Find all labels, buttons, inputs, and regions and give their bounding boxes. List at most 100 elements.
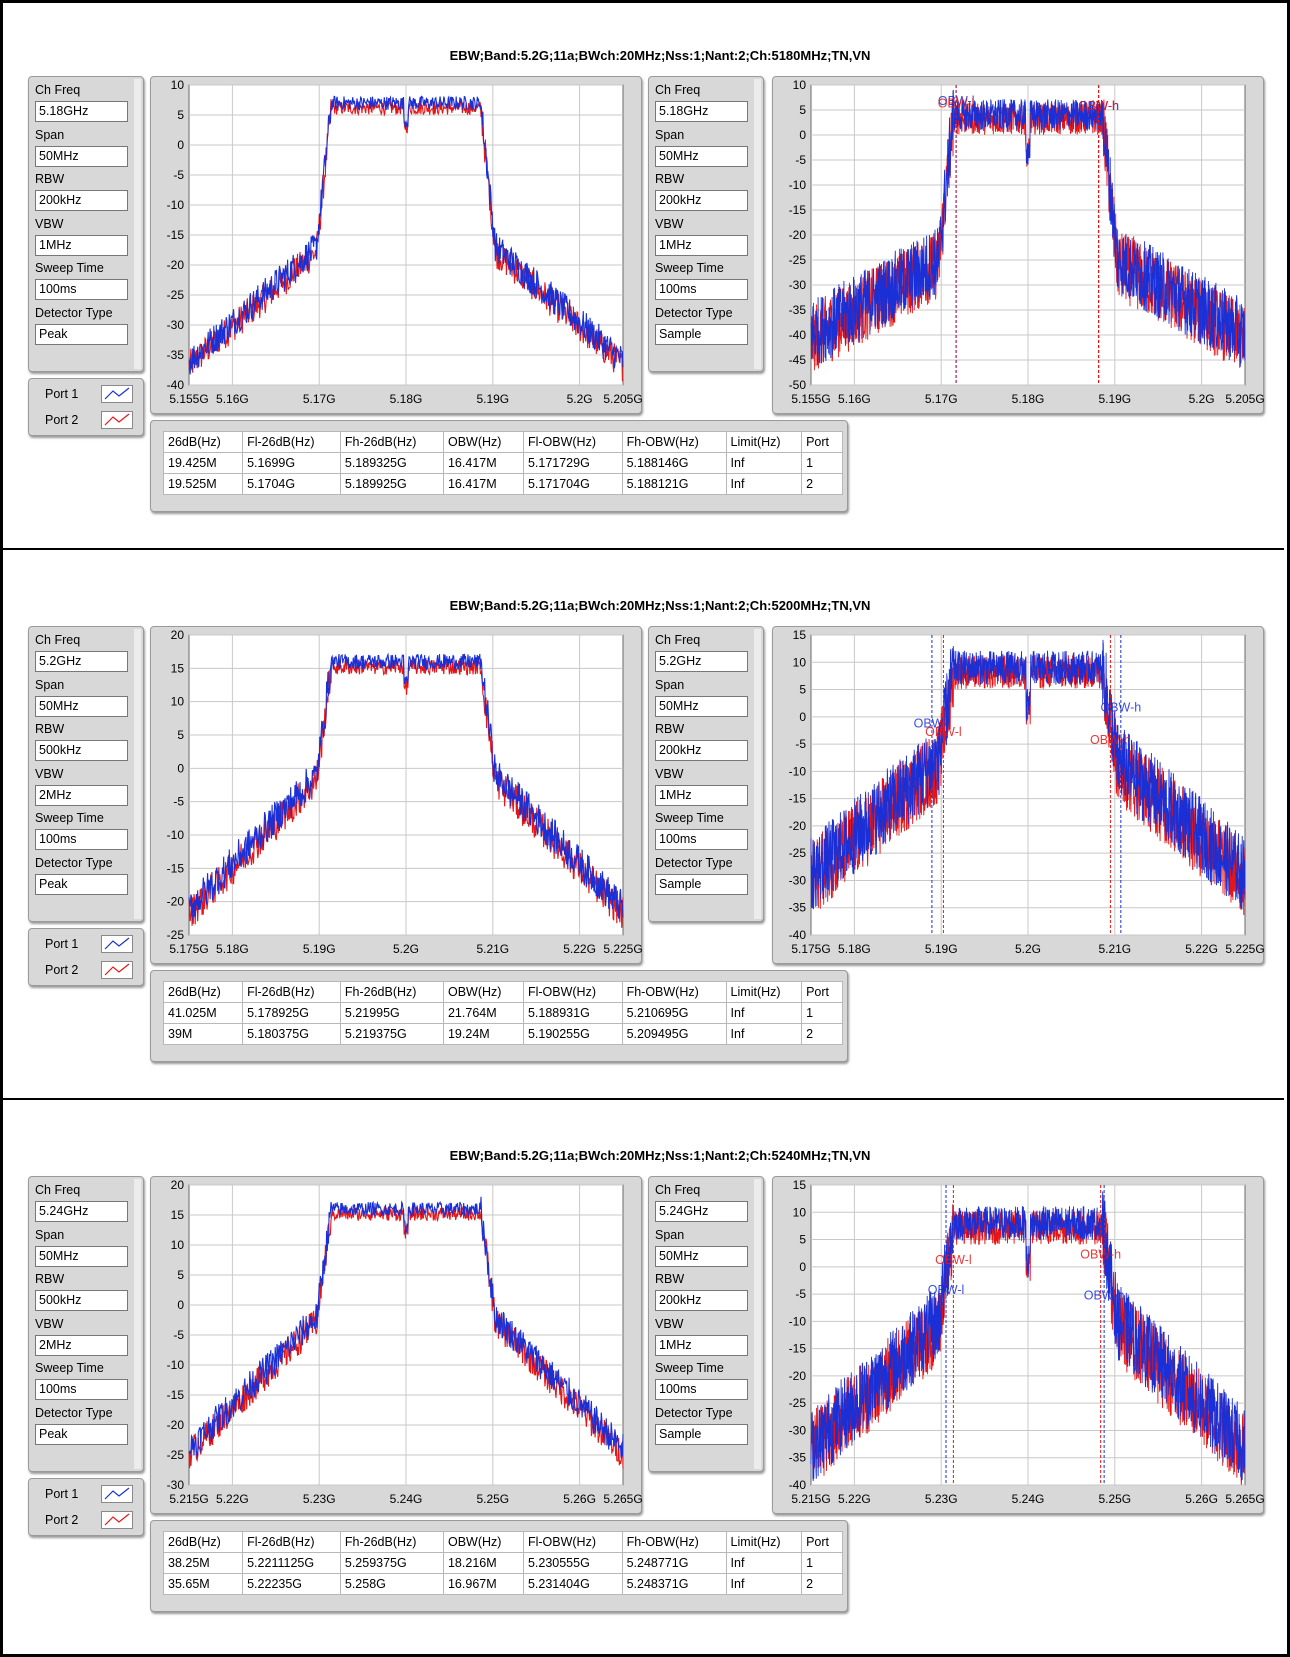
legend-label: Port 2 xyxy=(45,1513,79,1527)
settings-value-field[interactable]: 2MHz xyxy=(35,784,128,806)
y-tick-label: -15 xyxy=(167,228,185,242)
settings-scrollbar[interactable] xyxy=(134,629,141,919)
settings-value-field[interactable]: 100ms xyxy=(655,829,748,850)
settings-value-field[interactable]: 5.2GHz xyxy=(35,651,128,672)
table-cell: 5.180375G xyxy=(242,1023,341,1045)
settings-value-field[interactable]: 50MHz xyxy=(35,695,128,717)
settings-value-field[interactable]: 50MHz xyxy=(655,1245,748,1267)
settings-scrollbar[interactable] xyxy=(754,1179,761,1469)
table-row: 41.025M 5.178925G 5.21995G 21.764M 5.188931G… xyxy=(162,1002,843,1024)
legend-label: Port 1 xyxy=(45,937,79,951)
y-tick-label: 5 xyxy=(177,728,184,742)
x-tick-label: 5.2G xyxy=(393,942,419,956)
settings-scrollbar[interactable] xyxy=(134,79,141,369)
legend-row[interactable]: Port 2 xyxy=(33,958,141,982)
table-cell: 41.025M xyxy=(162,1002,244,1024)
settings-scrollbar[interactable] xyxy=(754,79,761,369)
obw-marker-label: OBW-l xyxy=(935,1253,972,1267)
blue-trace-icon xyxy=(101,385,133,403)
settings-value-field[interactable]: 100ms xyxy=(655,1379,748,1400)
legend-row[interactable]: Port 1 xyxy=(33,382,141,406)
legend-row[interactable]: Port 2 xyxy=(33,1508,141,1532)
settings-value-field[interactable]: 1MHz xyxy=(655,784,748,806)
settings-value-field[interactable]: 5.2GHz xyxy=(655,651,748,672)
settings-value-field[interactable]: 200kHz xyxy=(655,1290,748,1311)
table-header-cell: Fh-OBW(Hz) xyxy=(621,981,727,1003)
legend-panel: Port 1 Port 2 xyxy=(28,378,144,436)
settings-value-field[interactable]: 50MHz xyxy=(655,145,748,167)
settings-value-field[interactable]: 200kHz xyxy=(35,190,128,211)
x-tick-label: 5.18G xyxy=(838,942,871,956)
y-tick-label: 10 xyxy=(793,655,807,669)
table-row: 19.525M 5.1704G 5.189925G 16.417M 5.171704G 5… xyxy=(162,473,843,495)
settings-value-field[interactable]: 50MHz xyxy=(655,695,748,717)
table-header-cell: 26dB(Hz) xyxy=(162,981,244,1003)
settings-scrollbar[interactable] xyxy=(134,1179,141,1469)
settings-value-field[interactable]: 5.24GHz xyxy=(35,1201,128,1222)
settings-value-field[interactable]: 200kHz xyxy=(655,740,748,761)
x-tick-label: 5.16G xyxy=(216,392,249,406)
settings-value-field[interactable]: Peak xyxy=(35,873,128,895)
settings-value-field[interactable]: Sample xyxy=(655,323,748,345)
y-tick-label: -30 xyxy=(789,1423,807,1437)
settings-value-field[interactable]: 500kHz xyxy=(35,740,128,761)
blue-trace-icon xyxy=(101,1485,133,1503)
table-cell: 38.25M xyxy=(162,1552,244,1574)
table-cell: 1 xyxy=(801,1002,843,1024)
settings-value-field[interactable]: 200kHz xyxy=(655,190,748,211)
legend-row[interactable]: Port 1 xyxy=(33,932,141,956)
y-tick-label: -35 xyxy=(789,901,807,915)
table-cell: Inf xyxy=(725,452,803,474)
settings-value-field[interactable]: Sample xyxy=(655,873,748,895)
y-tick-label: -15 xyxy=(789,1342,807,1356)
settings-value-field[interactable]: 100ms xyxy=(35,829,128,850)
y-tick-label: -40 xyxy=(789,328,807,342)
settings-value-field[interactable]: 1MHz xyxy=(655,234,748,256)
settings-value-field[interactable]: 2MHz xyxy=(35,1334,128,1356)
y-tick-label: -25 xyxy=(789,846,807,860)
x-tick-label: 5.26G xyxy=(1185,1492,1218,1506)
legend-row[interactable]: Port 2 xyxy=(33,408,141,432)
table-cell: 5.188931G xyxy=(522,1002,623,1024)
y-tick-label: -30 xyxy=(789,873,807,887)
table-header-cell: 26dB(Hz) xyxy=(162,1531,244,1553)
table-header-cell: Fl-26dB(Hz) xyxy=(242,981,341,1003)
settings-value-field[interactable]: 50MHz xyxy=(35,145,128,167)
y-tick-label: -5 xyxy=(173,1328,184,1342)
settings-value-field[interactable]: 500kHz xyxy=(35,1290,128,1311)
x-tick-label: 5.155G xyxy=(169,392,208,406)
y-tick-label: 10 xyxy=(171,695,185,709)
x-tick-label: 5.215G xyxy=(169,1492,208,1506)
settings-value-field[interactable]: 100ms xyxy=(655,279,748,300)
settings-value-field[interactable]: 1MHz xyxy=(35,234,128,256)
settings-value-field[interactable]: 100ms xyxy=(35,1379,128,1400)
settings-value-field[interactable]: Sample xyxy=(655,1423,748,1445)
settings-label: Ch Freq xyxy=(655,633,701,647)
settings-value-field[interactable]: Peak xyxy=(35,1423,128,1445)
x-tick-label: 5.18G xyxy=(390,392,423,406)
settings-scrollbar[interactable] xyxy=(754,629,761,919)
x-tick-label: 5.25G xyxy=(476,1492,509,1506)
obw-marker-label: OBW-h xyxy=(1090,733,1131,747)
settings-label: Sweep Time xyxy=(655,811,724,825)
settings-value-field[interactable]: 1MHz xyxy=(655,1334,748,1356)
x-tick-label: 5.205G xyxy=(1225,392,1264,406)
table-header-row: 26dB(Hz) Fl-26dB(Hz) Fh-26dB(Hz) OBW(Hz) Fl-… xyxy=(162,431,843,453)
table-cell: 5.248771G xyxy=(621,1552,727,1574)
legend-label: Port 2 xyxy=(45,413,79,427)
settings-value-field[interactable]: 5.18GHz xyxy=(35,101,128,122)
legend-row[interactable]: Port 1 xyxy=(33,1482,141,1506)
table-header-cell: OBW(Hz) xyxy=(442,981,524,1003)
table-header-cell: Fl-OBW(Hz) xyxy=(522,1531,623,1553)
settings-value-field[interactable]: 5.18GHz xyxy=(655,101,748,122)
x-tick-label: 5.22G xyxy=(838,1492,871,1506)
settings-value-field[interactable]: Peak xyxy=(35,323,128,345)
settings-label: VBW xyxy=(655,1316,684,1331)
settings-value-field[interactable]: 50MHz xyxy=(35,1245,128,1267)
settings-value-field[interactable]: 5.24GHz xyxy=(655,1201,748,1222)
table-cell: 5.171704G xyxy=(522,473,623,495)
test-section: EBW;Band:5.2G;11a;BWch:20MHz;Nss:1;Nant:… xyxy=(0,550,1284,1100)
settings-label: Span xyxy=(35,127,65,142)
settings-value-field[interactable]: 100ms xyxy=(35,279,128,300)
settings-label: Ch Freq xyxy=(35,83,81,97)
